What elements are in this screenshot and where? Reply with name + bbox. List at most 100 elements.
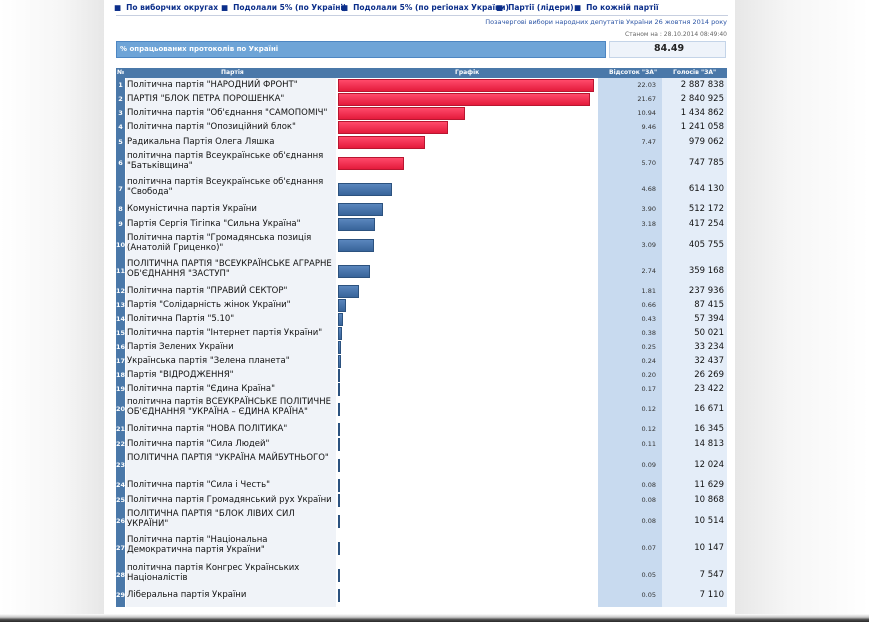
row-number: 11 xyxy=(116,267,126,275)
party-name: Політична партія "ПРАВИЙ СЕКТОР" xyxy=(127,286,288,296)
table-row: 10 Політична партія "Громадянська позиція… xyxy=(116,232,727,258)
percent-value: 3.09 xyxy=(641,241,656,249)
party-name: Радикальна Партія Олега Ляшка xyxy=(127,137,275,147)
percent-value: 0.25 xyxy=(641,343,656,351)
table-row: 6 політична партія Всеукраїнське об'єднан… xyxy=(116,150,727,176)
nav-bullet-icon: ■ xyxy=(496,3,504,12)
party-name: Політична партія "Громадянська позиція (… xyxy=(127,233,312,253)
header-percent: Відсоток "ЗА" xyxy=(609,69,658,76)
party-name: Політична Партія "5.10" xyxy=(127,314,235,324)
party-name: Політична партія "Об'єднання "САМОПОМІЧ" xyxy=(127,108,328,118)
row-number: 21 xyxy=(116,425,126,433)
vote-bar xyxy=(338,239,374,252)
party-name: політична партія Всеукраїнське об'єднанн… xyxy=(127,177,324,197)
table-row: 4 Політична партія "Опозиційний блок" 9.46… xyxy=(116,120,727,134)
row-number: 19 xyxy=(116,385,126,393)
votes-value: 2 840 925 xyxy=(680,94,724,104)
percent-value: 9.46 xyxy=(641,123,656,131)
table-row: 29 Ліберальна партія України 0.05 7 110 xyxy=(116,588,727,602)
table-row: 17 Українська партія "Зелена планета" 0.24… xyxy=(116,354,727,368)
party-name: Політична партія "Єдина Країна" xyxy=(127,384,276,394)
party-name: Політична партія "Національна Демократич… xyxy=(127,535,268,555)
vote-bar xyxy=(338,79,594,92)
vote-bar xyxy=(338,355,341,368)
table-row: 1 Політична партія "НАРОДНИЙ ФРОНТ" 22.03 2… xyxy=(116,78,727,92)
vote-bar xyxy=(338,313,343,326)
table-row: 19 Політична партія "Єдина Країна" 0.17 23 … xyxy=(116,382,727,396)
vote-bar xyxy=(338,438,340,451)
percent-value: 5.70 xyxy=(641,159,656,167)
row-number: 8 xyxy=(118,205,123,213)
votes-value: 50 021 xyxy=(694,328,724,338)
vote-bar xyxy=(338,341,341,354)
row-number: 27 xyxy=(116,544,126,552)
row-number: 26 xyxy=(116,517,126,525)
party-name: Комуністична партія України xyxy=(127,204,257,214)
party-name: Політична партія "Інтернет партія Україн… xyxy=(127,328,323,338)
nav-link-passed-threshold[interactable]: ■ Подолали 5% (по Україні) xyxy=(221,3,346,12)
party-name: Українська партія "Зелена планета" xyxy=(127,356,290,366)
row-number: 16 xyxy=(116,343,126,351)
header-party: Партія xyxy=(221,69,244,76)
table-row: 12 Політична партія "ПРАВИЙ СЕКТОР" 1.81 23… xyxy=(116,284,727,298)
header-num: № xyxy=(117,69,125,76)
row-number: 2 xyxy=(118,95,123,103)
votes-column xyxy=(662,78,727,607)
row-number: 3 xyxy=(118,109,123,117)
votes-value: 359 168 xyxy=(688,266,724,276)
progress-value-box: 84.49 xyxy=(609,41,726,58)
row-number: 20 xyxy=(116,405,126,413)
row-number: 24 xyxy=(116,481,126,489)
row-number: 18 xyxy=(116,371,126,379)
votes-value: 57 394 xyxy=(694,314,724,324)
party-name: ПОЛІТИЧНА ПАРТІЯ "УКРАЇНА МАЙБУТНЬОГО" xyxy=(127,453,329,463)
row-number: 23 xyxy=(116,461,126,469)
header-graph: Графік xyxy=(455,69,480,76)
vote-bar xyxy=(338,203,383,216)
table-row: 14 Політична Партія "5.10" 0.43 57 394 xyxy=(116,312,727,326)
party-name: Політична партія "Опозиційний блок" xyxy=(127,122,296,132)
nav-link-passed-threshold-regions[interactable]: ■ Подолали 5% (по регіонах України) xyxy=(341,3,509,12)
party-name: Партія Зелених України xyxy=(127,342,234,352)
nav-bullet-icon: ■ xyxy=(114,3,122,12)
percent-value: 0.43 xyxy=(641,315,656,323)
status-timestamp: Станом на : 28.10.2014 08:49:40 xyxy=(624,31,727,38)
party-name: Політична партія Громадянський рух Украї… xyxy=(127,495,332,505)
left-page-margin xyxy=(0,0,104,614)
row-number: 25 xyxy=(116,496,126,504)
table-row: 2 ПАРТІЯ "БЛОК ПЕТРА ПОРОШЕНКА" 21.67 2 840… xyxy=(116,92,727,106)
vote-bar xyxy=(338,515,340,528)
table-row: 13 Партія "Солідарність жінок України" 0.6… xyxy=(116,298,727,312)
votes-value: 1 241 058 xyxy=(680,122,724,132)
nav-link-party-leaders[interactable]: ■ Партії (лідери) xyxy=(496,3,574,12)
party-name: політична партія ВСЕУКРАЇНСЬКЕ ПОЛІТИЧНЕ… xyxy=(127,397,331,417)
nav-link-label: По кожній партії xyxy=(586,3,659,12)
table-row: 23 ПОЛІТИЧНА ПАРТІЯ "УКРАЇНА МАЙБУТНЬОГО"… xyxy=(116,452,727,478)
party-name: Політична партія "НАРОДНИЙ ФРОНТ" xyxy=(127,80,298,90)
nav-link-districts[interactable]: ■ По виборчих округах xyxy=(114,3,218,12)
party-name: ПАРТІЯ "БЛОК ПЕТРА ПОРОШЕНКА" xyxy=(127,94,285,104)
table-row: 28 політична партія Конгрес Українських Н… xyxy=(116,562,727,588)
table-row: 8 Комуністична партія України 3.90 512 172 xyxy=(116,202,727,216)
row-number: 7 xyxy=(118,185,123,193)
party-name: Партія Сергія Тігіпка "Сильна Україна" xyxy=(127,219,301,229)
vote-bar xyxy=(338,136,425,149)
party-name: Політична партія "НОВА ПОЛІТИКА" xyxy=(127,424,288,434)
election-title: Позачергові вибори народних депутатів Ук… xyxy=(485,18,727,26)
table-row: 5 Радикальна Партія Олега Ляшка 7.47 979 06… xyxy=(116,134,727,150)
row-number: 9 xyxy=(118,220,123,228)
percent-value: 0.12 xyxy=(641,405,656,413)
progress-value: 84.49 xyxy=(654,43,685,54)
percent-value: 0.08 xyxy=(641,496,656,504)
percent-value: 0.66 xyxy=(641,301,656,309)
percent-value: 3.18 xyxy=(641,220,656,228)
table-row: 11 ПОЛІТИЧНА ПАРТІЯ "ВСЕУКРАЇНСЬКЕ АГРАРН… xyxy=(116,258,727,284)
vote-bar xyxy=(338,183,392,196)
party-name: ПОЛІТИЧНА ПАРТІЯ "ВСЕУКРАЇНСЬКЕ АГРАРНЕ … xyxy=(127,259,332,279)
nav-link-each-party[interactable]: ■ По кожній партії xyxy=(574,3,659,12)
table-row: 18 Партія "ВІДРОДЖЕННЯ" 0.20 26 269 xyxy=(116,368,727,382)
row-number: 14 xyxy=(116,315,126,323)
nav-bullet-icon: ■ xyxy=(341,3,349,12)
row-number: 4 xyxy=(118,123,123,131)
table-row: 22 Політична партія "Сила Людей" 0.11 14 81… xyxy=(116,436,727,452)
